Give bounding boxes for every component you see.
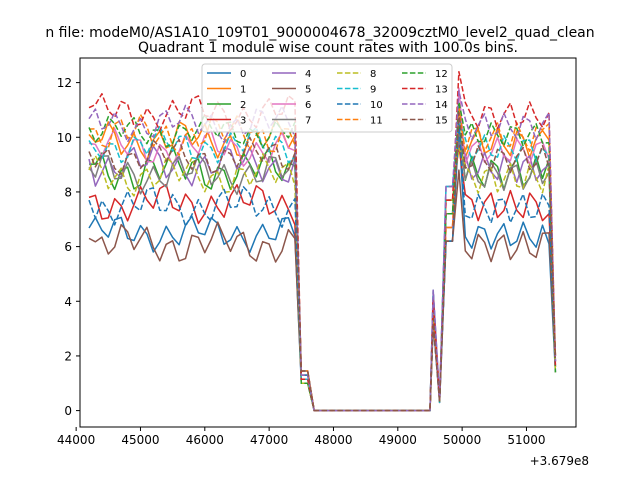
legend-label-13: 13 <box>435 85 448 96</box>
y-tick-label: 2 <box>64 349 72 363</box>
x-axis-offset-label: +3.679e8 <box>530 454 589 468</box>
legend-label-14: 14 <box>435 100 448 111</box>
y-tick-label: 8 <box>64 185 72 199</box>
legend-label-10: 10 <box>370 100 383 111</box>
series-line-10 <box>88 122 557 412</box>
series-line-6 <box>88 87 557 412</box>
y-tick-label: 10 <box>57 131 72 145</box>
x-tick-label: 46000 <box>186 433 224 447</box>
legend-label-15: 15 <box>435 116 448 127</box>
legend-label-8: 8 <box>370 69 376 80</box>
y-tick-label: 4 <box>64 295 72 309</box>
x-tick-label: 48000 <box>314 433 352 447</box>
legend-label-9: 9 <box>370 85 376 96</box>
legend-label-2: 2 <box>240 100 246 111</box>
legend-box <box>201 63 453 133</box>
legend-label-6: 6 <box>305 100 311 111</box>
legend-label-0: 0 <box>240 69 246 80</box>
series-line-0 <box>88 128 557 412</box>
y-tick-label: 0 <box>64 404 72 418</box>
series-line-15 <box>88 111 557 412</box>
x-tick-label: 51000 <box>507 433 545 447</box>
series-line-9 <box>88 117 557 412</box>
y-axis: 0 2 4 6 8 10 12 <box>57 76 80 418</box>
series-line-12 <box>88 100 557 412</box>
series-line-3 <box>88 144 557 412</box>
y-tick-label: 6 <box>64 240 72 254</box>
legend-label-5: 5 <box>305 85 311 96</box>
x-tick-label: 47000 <box>250 433 288 447</box>
legend-label-11: 11 <box>370 116 383 127</box>
series-line-8 <box>88 147 557 412</box>
series-line-5 <box>88 169 557 412</box>
x-tick-label: 49000 <box>379 433 417 447</box>
y-tick-label: 12 <box>57 76 72 90</box>
axes-frame <box>79 57 577 428</box>
legend-label-3: 3 <box>240 116 246 127</box>
legend-label-4: 4 <box>305 69 311 80</box>
legend-label-12: 12 <box>435 69 448 80</box>
x-tick-label: 45000 <box>121 433 159 447</box>
series-line-11 <box>88 106 557 412</box>
x-axis: 44000 45000 46000 47000 48000 49000 50000 51000 <box>57 427 546 447</box>
legend-label-1: 1 <box>240 85 246 96</box>
figure-suptitle: n file: modeM0/AS1A10_109T01_9000004678_… <box>45 25 594 41</box>
x-tick-label: 50000 <box>443 433 481 447</box>
x-tick-label: 44000 <box>57 433 95 447</box>
legend-label-7: 7 <box>305 116 311 127</box>
series-line-4 <box>88 139 557 412</box>
chart-title: Quadrant 1 module wise count rates with … <box>138 40 518 56</box>
